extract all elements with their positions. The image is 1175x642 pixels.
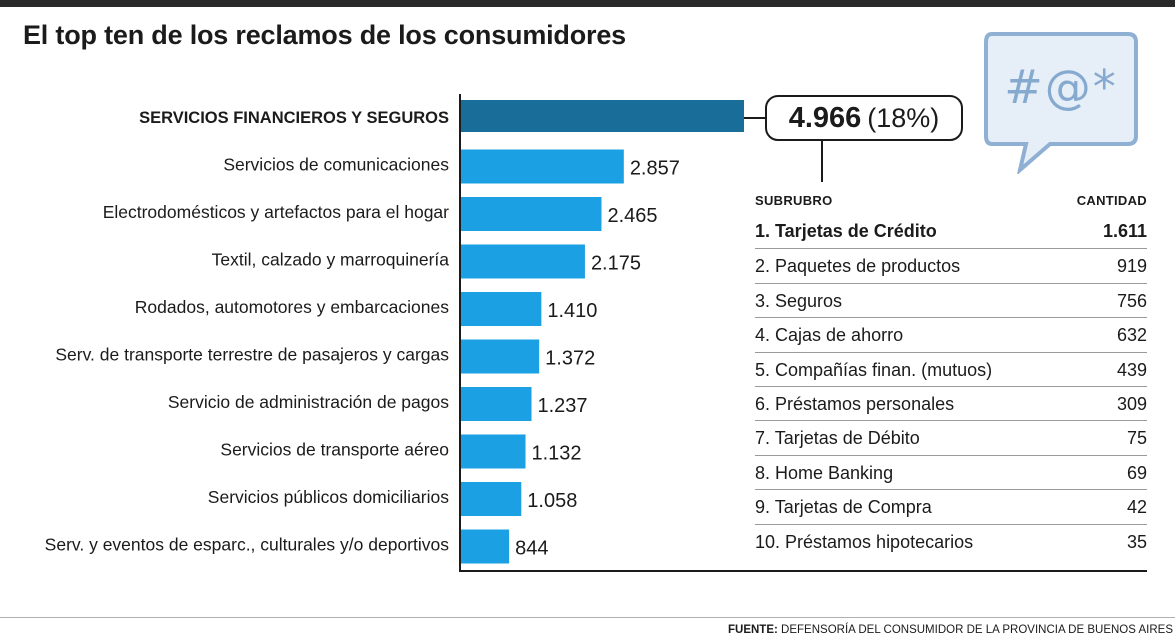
value-label: 2.175 — [591, 253, 641, 275]
row-value: 35 — [1126, 531, 1147, 552]
bar — [461, 197, 602, 231]
value-label: 1.410 — [547, 300, 597, 322]
value-label: 844 — [515, 538, 548, 560]
bar — [461, 339, 540, 374]
category-label: Servicios de transporte aéreo — [220, 440, 449, 460]
table-row: 2. Paquetes de productos 919 — [755, 248, 1147, 282]
bar — [461, 244, 585, 279]
bar — [461, 100, 744, 132]
value-label: 2.465 — [607, 205, 657, 227]
table-row: 1. Tarjetas de Crédito 1.611 — [755, 214, 1147, 248]
table-row: 10. Préstamos hipotecarios 35 — [755, 523, 1147, 558]
row-label: 10. Préstamos hipotecarios — [755, 531, 974, 552]
table-row: 7. Tarjetas de Débito 75 — [755, 420, 1147, 454]
bar — [461, 529, 510, 564]
category-label: Rodados, automotores y embarcaciones — [135, 297, 449, 317]
subrubro-table: SUBRUBRO CANTIDAD 1. Tarjetas de Crédito… — [755, 188, 1147, 558]
bar — [461, 387, 532, 421]
category-label: Serv. y eventos de esparc., culturales y… — [45, 535, 450, 555]
row-value: 309 — [1116, 393, 1147, 414]
row-label: 7. Tarjetas de Débito — [755, 428, 920, 449]
category-label: SERVICIOS FINANCIEROS Y SEGUROS — [139, 109, 449, 127]
row-value: 919 — [1116, 256, 1147, 277]
bar — [461, 292, 542, 326]
category-label: Servicio de administración de pagos — [168, 392, 449, 412]
row-label: 6. Préstamos personales — [755, 393, 955, 414]
cantidad-header: CANTIDAD — [1076, 193, 1147, 208]
bar — [461, 434, 526, 469]
bar — [461, 482, 522, 516]
speech-bubble-symbols: #@* — [1004, 60, 1118, 114]
source-text: DEFENSORÍA DEL CONSUMIDOR DE LA PROVINCI… — [781, 624, 1173, 636]
row-value: 756 — [1116, 290, 1147, 311]
value-label: 1.058 — [527, 490, 577, 512]
category-label: Servicios de comunicaciones — [223, 155, 449, 175]
row-value: 75 — [1126, 428, 1147, 449]
row-label: 5. Compañías finan. (mutuos) — [755, 359, 993, 380]
bar — [461, 149, 624, 184]
value-label: 2.857 — [630, 158, 680, 180]
value-label: 1.132 — [532, 443, 582, 465]
callout-percent: (18%) — [867, 102, 940, 133]
value-label: 1.237 — [537, 395, 587, 417]
table-row: 8. Home Banking 69 — [755, 454, 1147, 489]
category-label: Textil, calzado y marroquinería — [212, 250, 450, 270]
table-row: 4. Cajas de ahorro 632 — [755, 317, 1147, 351]
bottom-rule — [0, 617, 1175, 618]
row-label: 8. Home Banking — [755, 462, 894, 483]
callout-connector — [744, 117, 823, 182]
row-value: 632 — [1116, 325, 1147, 346]
row-label: 4. Cajas de ahorro — [755, 325, 904, 346]
top-rule — [0, 0, 1175, 7]
row-label: 2. Paquetes de productos — [755, 256, 961, 277]
chart-title: El top ten de los reclamos de los consum… — [23, 20, 626, 50]
highlight-callout: 4.966 (18%) — [765, 95, 963, 141]
value-label: 1.372 — [545, 348, 595, 370]
table-row: 3. Seguros 756 — [755, 282, 1147, 317]
table-row: 9. Tarjetas de Compra 42 — [755, 489, 1147, 523]
table-row: 5. Compañías finan. (mutuos) 439 — [755, 351, 1147, 386]
speech-bubble-icon — [984, 32, 1138, 174]
row-label: 3. Seguros — [755, 290, 843, 311]
subrubro-table-header: SUBRUBRO CANTIDAD — [755, 188, 1147, 214]
row-value: 1.611 — [1102, 221, 1147, 241]
row-value: 69 — [1126, 462, 1147, 483]
category-label: Serv. de transporte terrestre de pasajer… — [55, 345, 449, 365]
source-label: FUENTE: — [728, 624, 778, 636]
category-label: Servicios públicos domiciliarios — [208, 487, 449, 507]
row-value: 42 — [1126, 497, 1147, 518]
row-value: 439 — [1116, 359, 1147, 380]
row-label: 1. Tarjetas de Crédito — [755, 221, 937, 241]
callout-value: 4.966 — [788, 101, 862, 134]
source-note: FUENTE: DEFENSORÍA DEL CONSUMIDOR DE LA … — [728, 624, 1173, 636]
row-label: 9. Tarjetas de Compra — [755, 497, 932, 518]
subrubro-header: SUBRUBRO — [755, 193, 833, 208]
table-row: 6. Préstamos personales 309 — [755, 385, 1147, 420]
category-label: Electrodomésticos y artefactos para el h… — [103, 202, 449, 222]
